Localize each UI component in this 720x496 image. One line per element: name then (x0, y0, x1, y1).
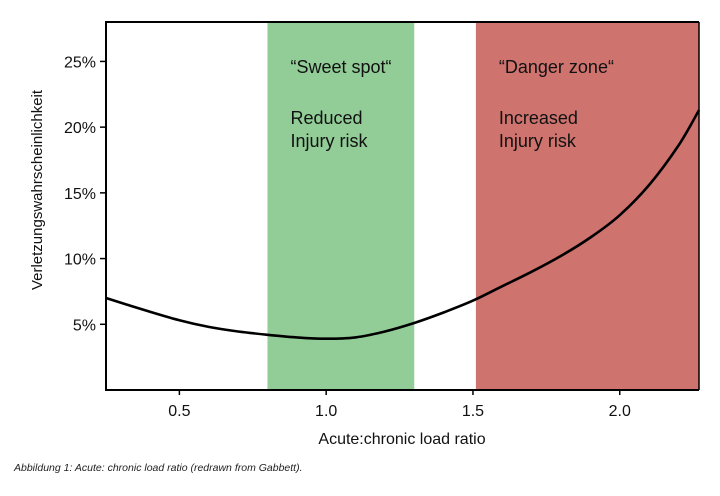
y-tick-label: 25% (64, 54, 96, 71)
danger-zone-zone-title: “Danger zone“ (499, 57, 614, 77)
x-tick-label: 1.0 (315, 403, 337, 420)
danger-zone-zone-text-line: Increased (499, 108, 578, 128)
x-tick-label: 1.5 (462, 403, 484, 420)
y-tick-label: 20% (64, 120, 96, 137)
x-axis-label: Acute:chronic load ratio (318, 431, 485, 448)
x-tick-label: 2.0 (609, 403, 631, 420)
sweet-spot-zone (267, 22, 415, 390)
sweet-spot-zone-title: “Sweet spot“ (290, 57, 391, 77)
x-tick-label: 0.5 (168, 403, 190, 420)
danger-zone-zone-text-line: Injury risk (499, 131, 577, 151)
y-tick-label: 5% (73, 317, 96, 334)
y-tick-label: 15% (64, 186, 96, 203)
sweet-spot-zone-text-line: Reduced (290, 108, 362, 128)
injury-risk-curve (105, 109, 701, 340)
sweet-spot-zone-text-line: Injury risk (290, 131, 368, 151)
figure-caption: Abbildung 1: Acute: chronic load ratio (… (14, 462, 303, 474)
y-tick-label: 10% (64, 252, 96, 269)
danger-zone-zone (475, 22, 699, 390)
y-axis-label: Verletzungswahrscheinlichkeit (29, 89, 46, 290)
